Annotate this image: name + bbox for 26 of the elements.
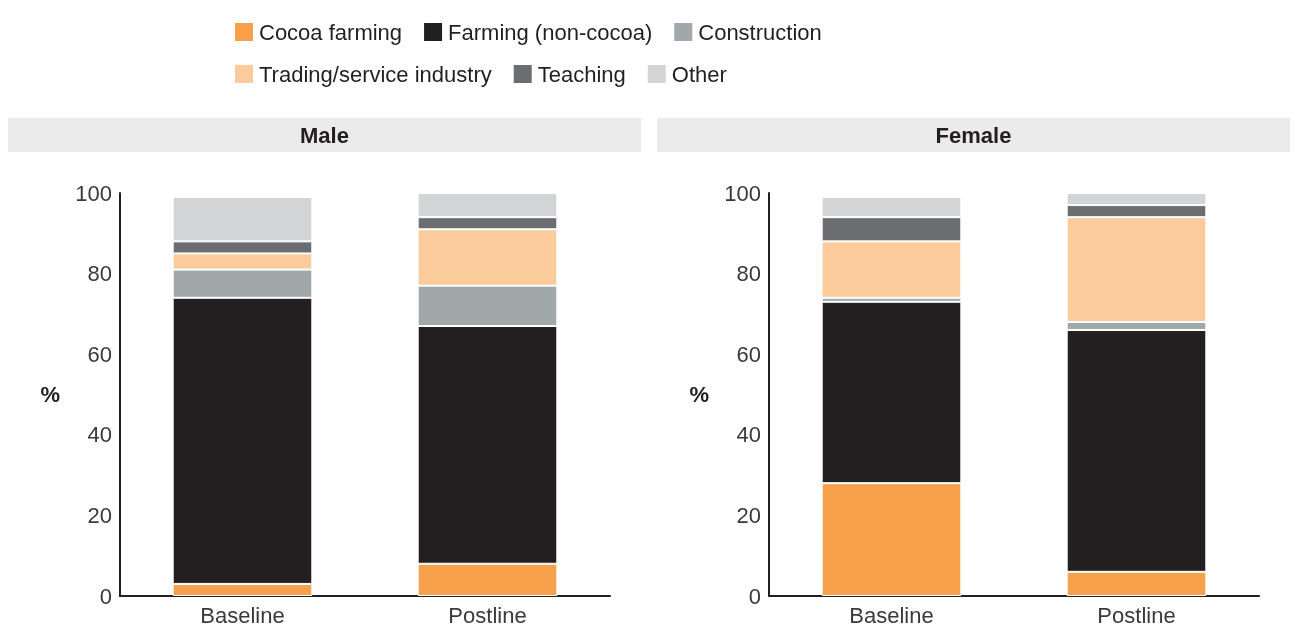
y-tick-label: 60	[87, 341, 112, 367]
y-tick-label: 80	[736, 261, 761, 287]
chart-title: Female	[935, 122, 1012, 148]
y-tick-label: 100	[75, 180, 112, 206]
legend-label: Construction	[698, 19, 822, 45]
y-tick-label: 0	[748, 583, 761, 609]
y-tick-label: 60	[736, 341, 761, 367]
legend-label: Other	[671, 61, 727, 87]
y-tick-label: 20	[87, 502, 112, 528]
legend-label: Teaching	[537, 61, 626, 87]
y-tick-label: 0	[99, 583, 112, 609]
y-axis-title: %	[40, 382, 60, 407]
x-tick-label: Postline	[448, 602, 527, 628]
y-tick-label: 40	[87, 422, 112, 448]
y-tick-label: 80	[87, 261, 112, 287]
x-tick-label: Postline	[1097, 602, 1176, 628]
chart-title: Male	[300, 122, 349, 148]
y-tick-label: 40	[736, 422, 761, 448]
legend-label: Cocoa farming	[259, 19, 403, 45]
legend-label: Trading/service industry	[259, 61, 492, 87]
x-tick-label: Baseline	[200, 602, 285, 628]
legend-label: Farming (non-cocoa)	[448, 19, 653, 45]
y-axis-title: %	[689, 382, 709, 407]
y-tick-label: 100	[724, 180, 761, 206]
y-tick-label: 20	[736, 502, 761, 528]
x-tick-label: Baseline	[849, 602, 934, 628]
